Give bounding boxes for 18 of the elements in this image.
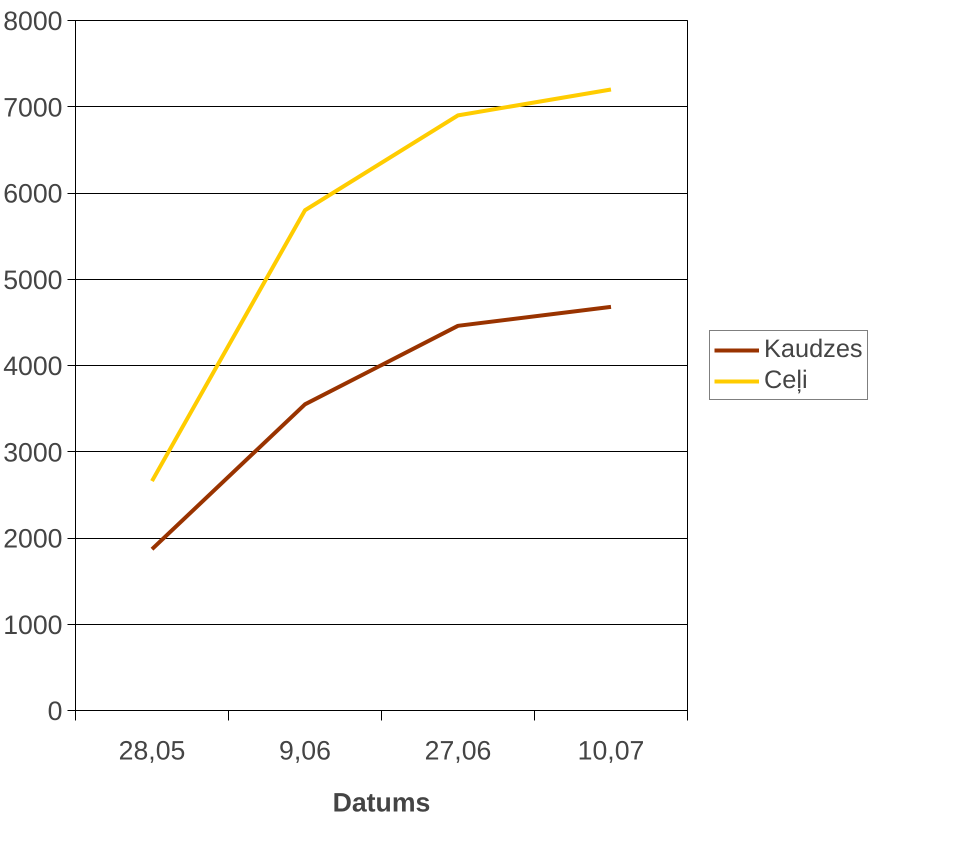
line-series: [150, 304, 613, 552]
y-tick-label: 6000: [3, 178, 63, 208]
x-tick-label: 10,07: [578, 736, 644, 766]
y-tick-label: 3000: [3, 437, 63, 468]
y-tick-label: 1000: [3, 610, 63, 640]
x-tick-label: 9,06: [279, 736, 331, 766]
x-tick-label: 27,06: [424, 736, 492, 766]
y-tick-label: 8000: [3, 6, 63, 36]
y-tick-label: 5000: [3, 264, 63, 295]
legend-label: Ceļi: [764, 366, 808, 395]
y-tick-label: 2000: [3, 524, 63, 554]
x-axis-title: Datums: [332, 788, 430, 818]
x-tick-label: 28,05: [118, 736, 186, 766]
line-series: [150, 88, 613, 484]
legend-label: Kaudzes: [764, 335, 863, 364]
y-tick-label: 7000: [3, 92, 63, 122]
y-tick-label: 0: [48, 696, 63, 726]
y-tick-label: 4000: [3, 351, 63, 381]
